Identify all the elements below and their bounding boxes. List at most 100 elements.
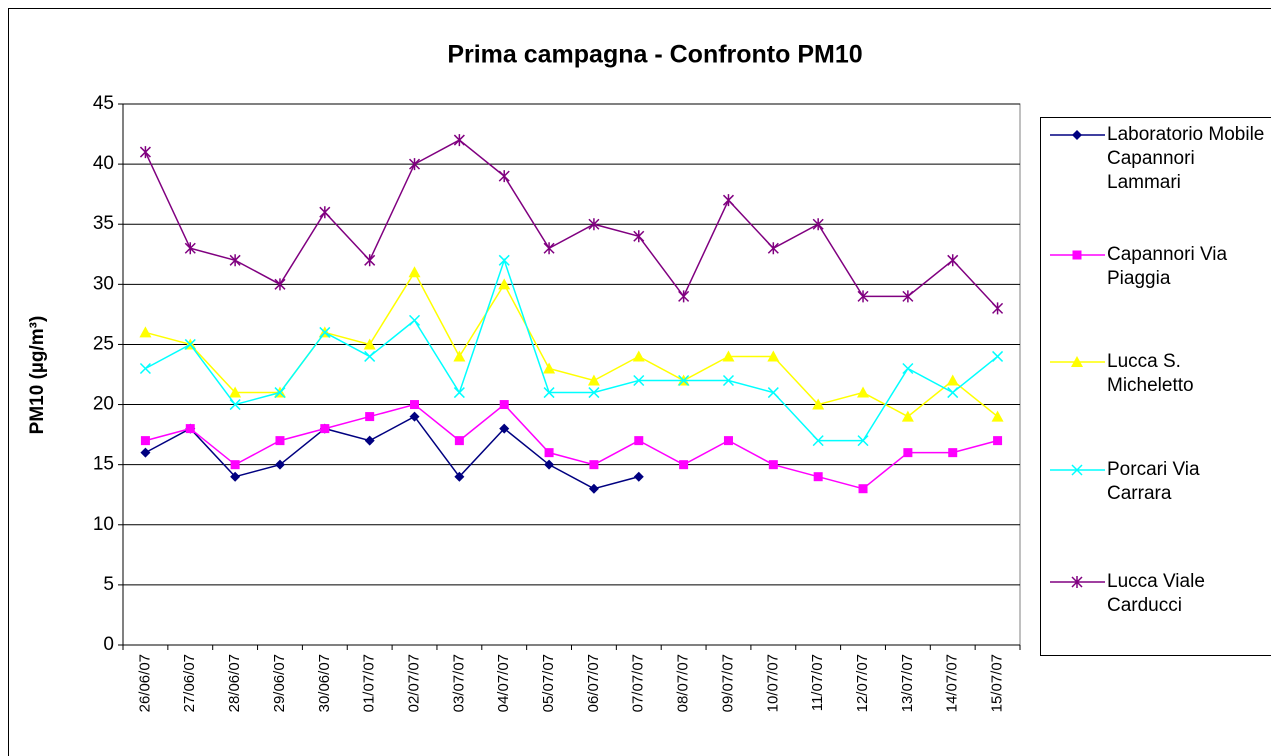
- marker: [275, 436, 285, 446]
- x-tick-label: 04/07/07: [495, 654, 512, 712]
- y-tick-label: 35: [93, 213, 114, 234]
- marker: [722, 374, 735, 387]
- y-tick-label: 40: [93, 153, 114, 174]
- marker: [903, 448, 913, 458]
- marker: [992, 302, 1004, 315]
- marker: [948, 448, 958, 458]
- marker: [185, 424, 195, 434]
- marker: [453, 350, 466, 362]
- marker: [812, 435, 824, 447]
- y-axis-label: PM10 (µg/m³): [27, 316, 48, 435]
- marker: [588, 483, 599, 494]
- marker: [634, 436, 644, 446]
- marker: [498, 254, 510, 266]
- marker: [274, 278, 286, 291]
- x-tick-label: 29/06/07: [271, 654, 288, 712]
- marker: [139, 362, 151, 375]
- marker: [947, 254, 959, 267]
- marker: [1071, 356, 1083, 367]
- x-tick-label: 07/07/07: [630, 654, 647, 712]
- marker: [991, 410, 1004, 422]
- x-tick-label: 28/06/07: [226, 654, 243, 712]
- marker: [229, 386, 242, 398]
- marker: [410, 400, 420, 410]
- marker: [365, 412, 375, 422]
- marker: [588, 218, 600, 231]
- marker: [409, 411, 420, 422]
- marker: [363, 338, 376, 350]
- y-tick-label: 20: [93, 394, 114, 415]
- legend-label: Lucca S. Micheletto: [1107, 351, 1194, 396]
- x-tick-label: 30/06/07: [316, 654, 333, 712]
- marker: [812, 398, 825, 410]
- marker: [902, 290, 914, 303]
- x-tick-label: 10/07/07: [764, 654, 781, 712]
- marker: [140, 436, 150, 446]
- x-tick-label: 08/07/07: [675, 654, 692, 712]
- legend-label: Porcari Via Carrara: [1107, 459, 1200, 504]
- marker: [633, 230, 645, 243]
- marker: [544, 459, 555, 470]
- marker: [633, 471, 644, 482]
- marker: [632, 350, 645, 362]
- marker: [139, 146, 151, 159]
- series-line: [145, 257, 999, 442]
- marker: [230, 460, 240, 470]
- x-tick-label: 09/07/07: [719, 654, 736, 712]
- series-line: [145, 403, 998, 490]
- marker: [274, 387, 286, 399]
- marker: [543, 387, 555, 399]
- x-tick-label: 11/07/07: [809, 654, 826, 711]
- marker: [320, 424, 330, 434]
- marker: [454, 436, 464, 446]
- x-tick-label: 05/07/07: [540, 654, 557, 712]
- marker: [498, 278, 511, 290]
- marker: [543, 242, 555, 255]
- marker: [1071, 464, 1083, 476]
- y-tick-label: 0: [103, 634, 114, 655]
- marker: [767, 350, 780, 362]
- marker: [1072, 250, 1082, 260]
- x-tick-label: 26/06/07: [136, 654, 153, 712]
- marker: [813, 472, 823, 482]
- marker: [184, 338, 196, 350]
- marker: [679, 460, 689, 470]
- y-tick-label: 30: [93, 273, 114, 294]
- series-line: [145, 415, 639, 490]
- marker: [947, 387, 959, 399]
- x-tick-label: 01/07/07: [361, 654, 378, 712]
- marker: [319, 326, 331, 338]
- marker: [767, 387, 779, 399]
- y-tick-label: 25: [93, 333, 114, 354]
- marker: [364, 254, 376, 267]
- marker: [408, 314, 421, 326]
- legend-label: Lucca Viale Carducci: [1107, 571, 1205, 616]
- marker: [1071, 576, 1083, 588]
- marker: [454, 471, 465, 482]
- marker: [1072, 130, 1082, 140]
- marker: [946, 374, 959, 386]
- marker: [722, 194, 735, 207]
- marker: [589, 460, 599, 470]
- marker: [722, 350, 735, 362]
- marker: [678, 374, 690, 387]
- chart-title: Prima campagna - Confronto PM10: [447, 41, 862, 69]
- marker: [229, 399, 241, 411]
- legend-box: [1040, 117, 1271, 656]
- marker: [633, 374, 645, 387]
- y-tick-label: 15: [93, 454, 114, 475]
- marker: [364, 435, 375, 446]
- marker: [587, 374, 600, 386]
- legend-label: Laboratorio Mobile Capannori Lammari: [1107, 124, 1265, 193]
- marker: [992, 350, 1004, 362]
- marker: [544, 448, 554, 458]
- marker: [274, 459, 285, 470]
- marker: [857, 435, 869, 447]
- marker: [230, 471, 241, 482]
- x-tick-label: 14/07/07: [944, 654, 961, 712]
- marker: [543, 362, 556, 374]
- marker: [408, 266, 421, 278]
- marker: [453, 134, 465, 147]
- marker: [768, 460, 778, 470]
